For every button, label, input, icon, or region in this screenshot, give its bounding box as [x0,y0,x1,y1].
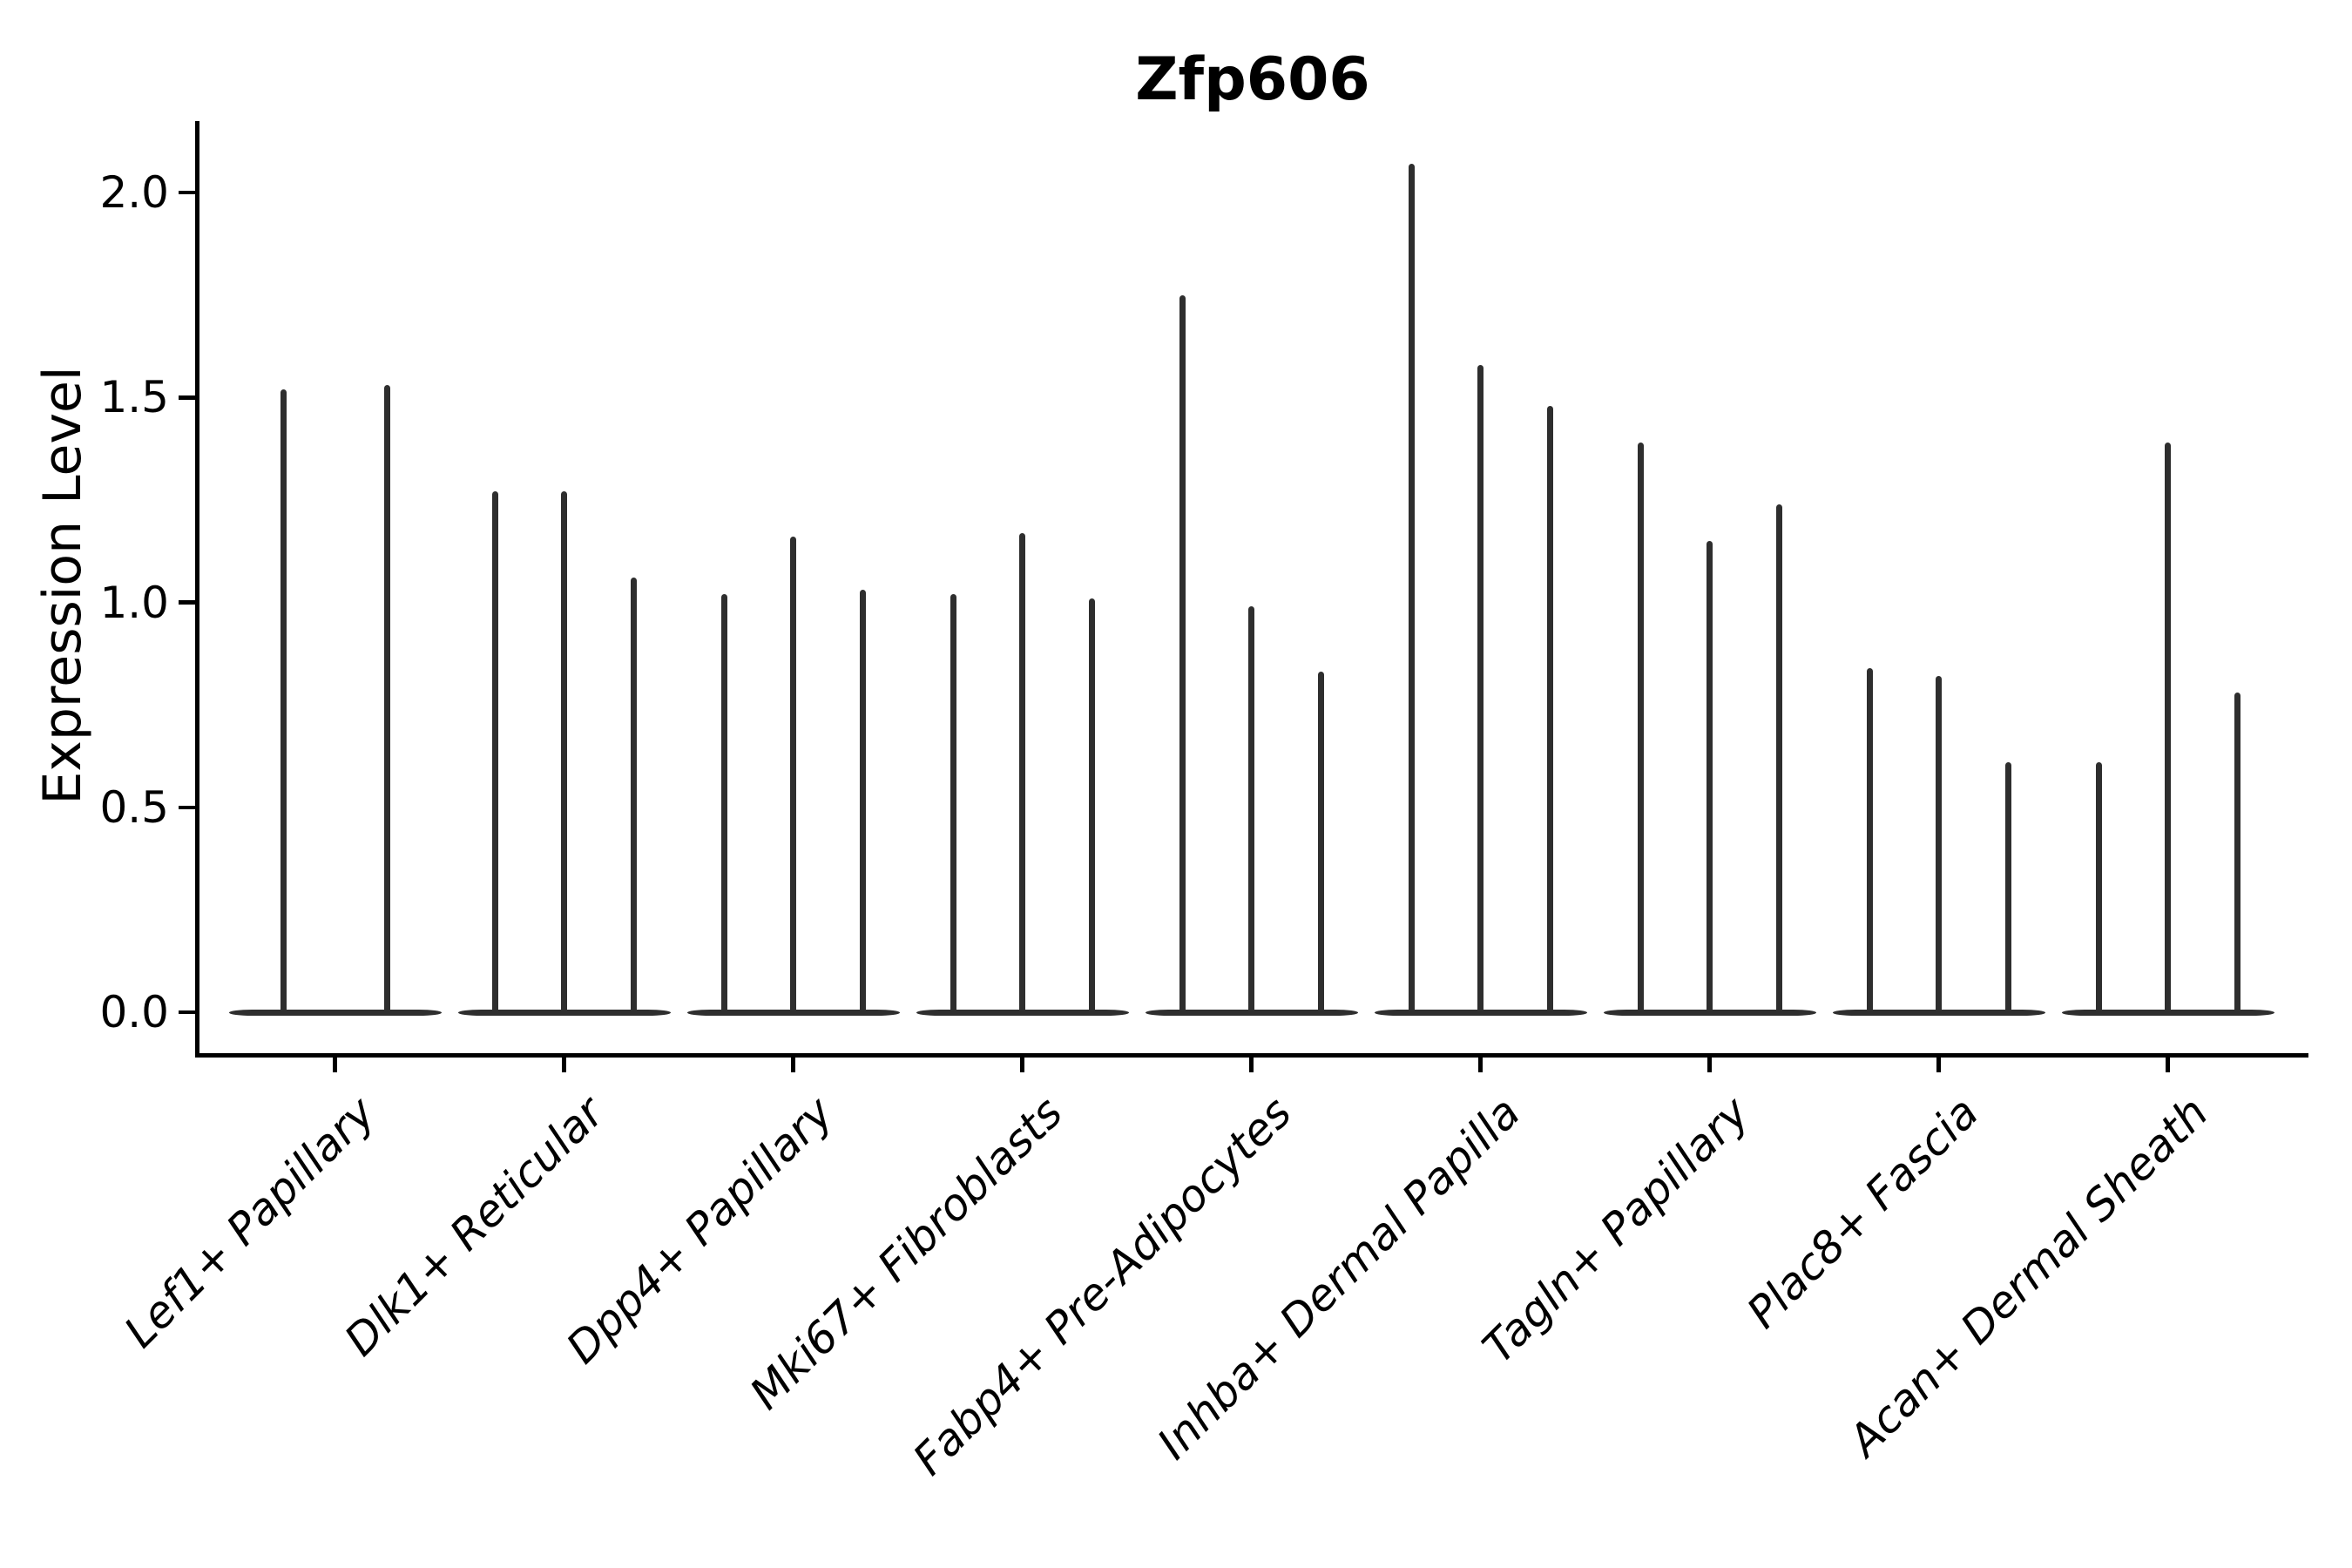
violin-spike [950,594,956,1012]
y-tick [179,1010,195,1015]
x-tick [2166,1056,2170,1072]
x-tick [1707,1056,1712,1072]
x-tick-label: Plac8+ Fascia [1737,1087,1989,1338]
violin-base [1374,1009,1587,1016]
violin-spike [1775,504,1782,1012]
y-tick [179,190,195,195]
violin-spike [280,389,287,1012]
violin-spike [2165,443,2171,1012]
x-tick [333,1056,337,1072]
x-tick [1249,1056,1254,1072]
violin-spike [859,590,866,1012]
violin-spike [2095,761,2102,1012]
violin-base [2061,1009,2274,1016]
violin-spike [383,385,390,1012]
violin-spike [491,491,498,1012]
violin-spike [1408,164,1415,1012]
y-tick-label: 1.0 [99,577,169,628]
violin-base [1603,1009,1816,1016]
y-tick-label: 1.5 [99,372,169,423]
x-tick-label: Inhba+ Dermal Papilla [1148,1087,1531,1470]
y-axis-spine [195,121,199,1057]
violin-spike [1019,532,1025,1012]
x-tick [1020,1056,1024,1072]
y-tick [179,395,195,400]
y-tick-label: 2.0 [99,167,169,218]
violin-spike [1179,294,1186,1012]
chart-title: Zfp606 [1135,45,1370,114]
violin-spike [1707,540,1713,1012]
x-axis-spine [195,1053,2308,1058]
violin-spike [630,578,637,1012]
violin-spike [1477,364,1484,1012]
violin-spike [1936,676,1942,1012]
violin-spike [1866,667,1873,1012]
y-tick [179,600,195,605]
violin-spike [720,594,727,1012]
violin-spike [1317,672,1324,1012]
violin-base [457,1009,671,1016]
x-tick [562,1056,566,1072]
x-tick-label: Fabp4+ Pre-Adipocytes [902,1087,1301,1485]
y-tick [179,805,195,809]
violin-base [1145,1009,1358,1016]
violin-base [1832,1009,2045,1016]
violin-spike [1248,606,1254,1012]
x-tick [1936,1056,1941,1072]
violin-base [228,1009,442,1016]
violin-spike [2004,761,2011,1012]
violin-spike [1637,443,1644,1012]
violin-spike [1546,405,1553,1012]
violin-spike [561,491,567,1012]
y-axis-label: Expression Level [32,366,93,805]
violin-base [916,1009,1129,1016]
x-tick [1478,1056,1483,1072]
y-tick-label: 0.0 [99,987,169,1037]
violin-spike [790,537,796,1012]
violin-base [686,1009,900,1016]
x-tick-label: Lef1+ Papillary [114,1087,385,1358]
violin-spike [1088,598,1095,1012]
x-tick [791,1056,795,1072]
y-tick-label: 0.5 [99,781,169,833]
violin-spike [2234,693,2240,1012]
